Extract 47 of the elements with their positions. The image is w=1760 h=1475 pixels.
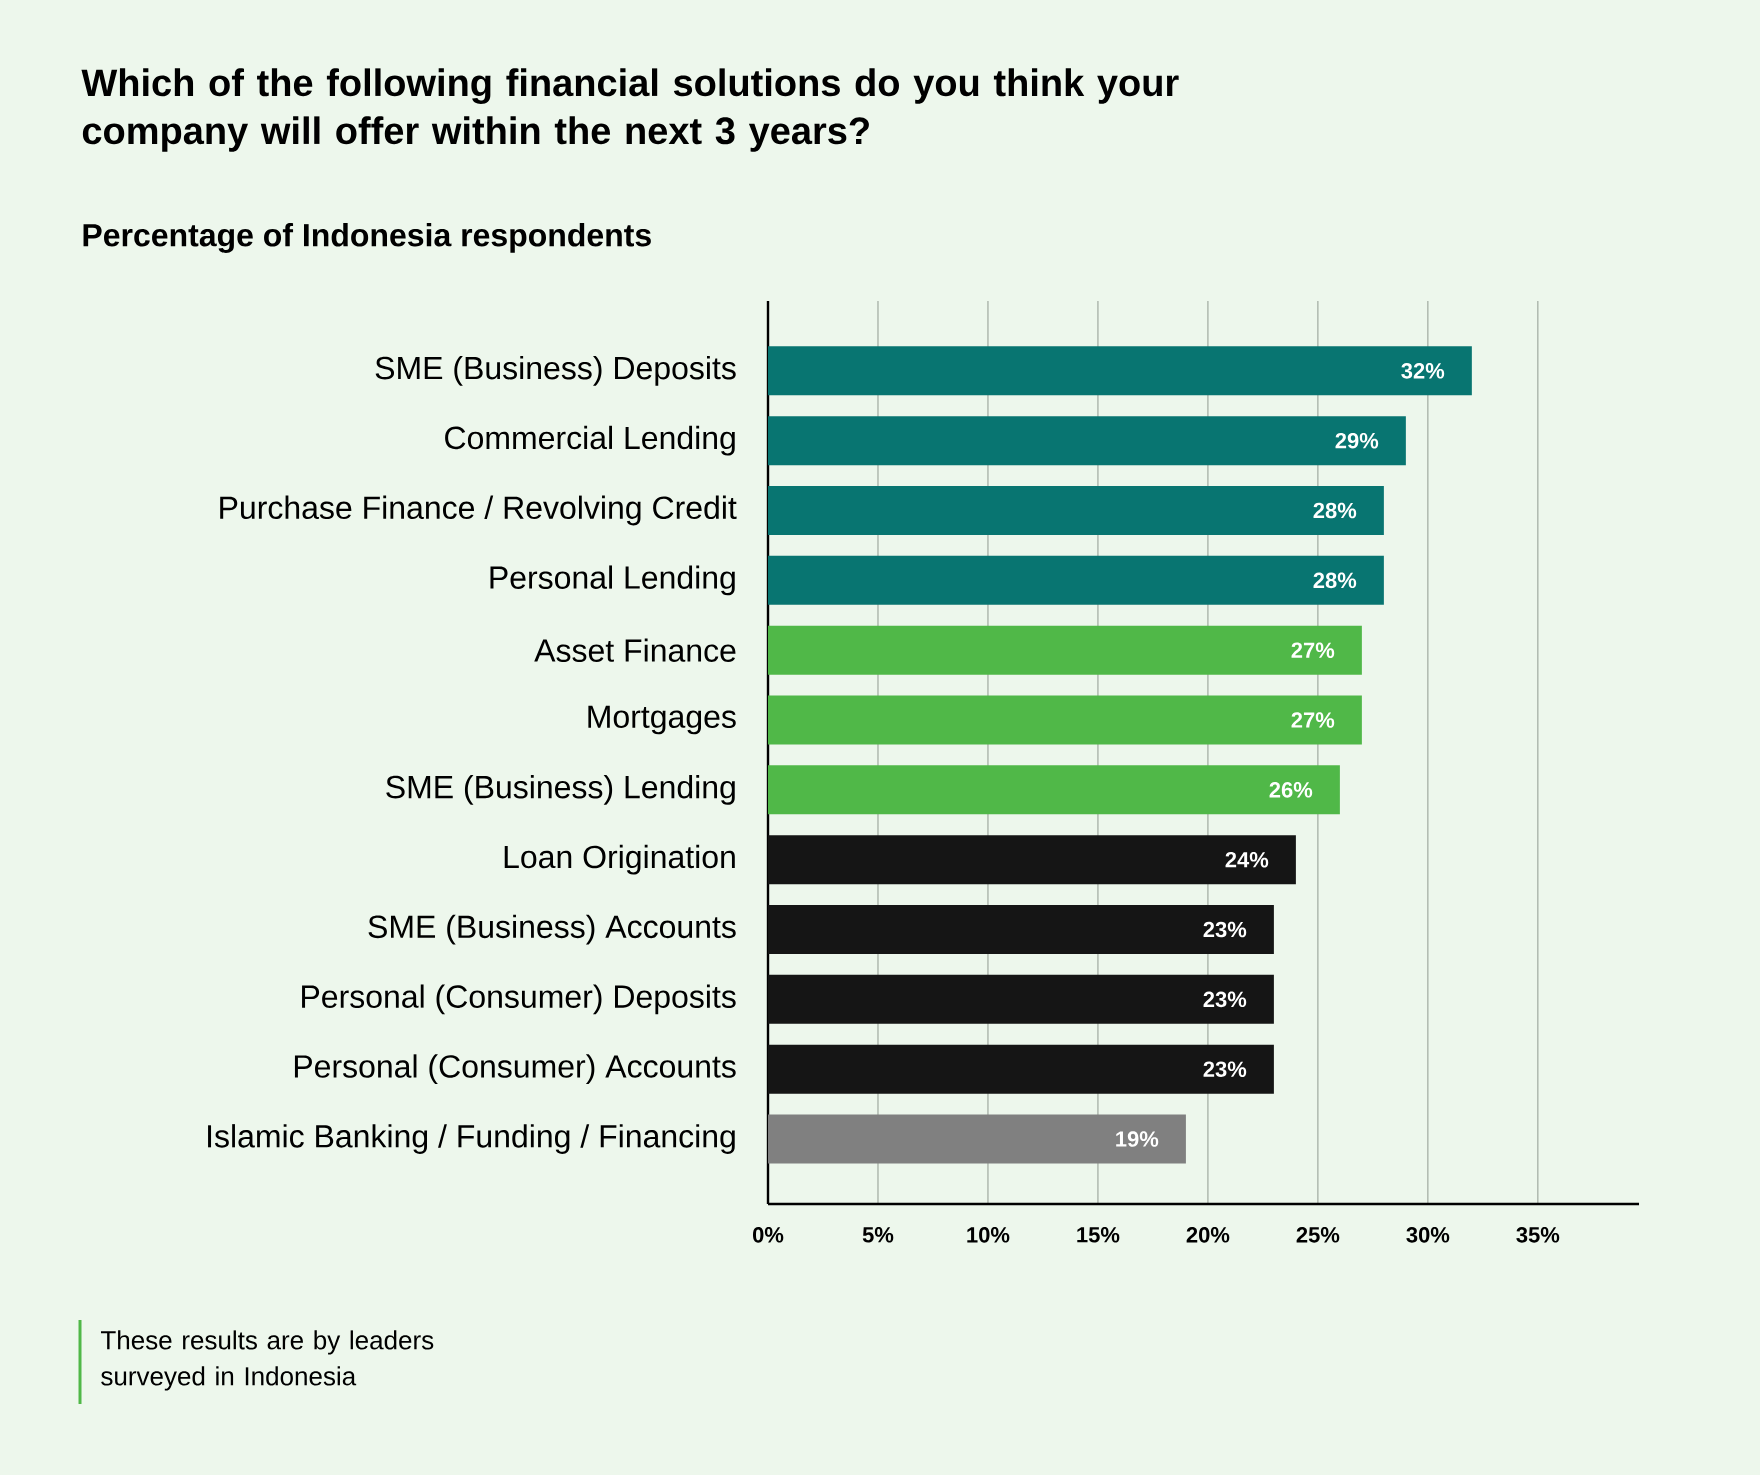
bar (768, 835, 1296, 885)
y-tick-label: Islamic Banking / Funding / Financing (208, 1124, 735, 1154)
bar (768, 486, 1384, 535)
x-tick-label: 15% (1077, 1227, 1120, 1243)
bar (768, 1114, 1186, 1164)
data-label: 23% (1203, 921, 1247, 938)
bar (768, 695, 1362, 745)
y-tick-label: SME (Business) Lending (386, 774, 735, 805)
y-tick-label: Asset Finance (534, 638, 736, 662)
text: These results are by leaders surveyed in Indonesia (101, 1330, 434, 1391)
x-tick-label: 35% (1516, 1227, 1560, 1243)
y-tick-label: SME (Business) Deposits (375, 355, 736, 386)
bar (768, 346, 1472, 396)
bar (768, 1044, 1274, 1094)
y-tick-label: Personal (Consumer) Deposits (302, 984, 736, 1015)
bar (768, 765, 1340, 815)
y-tick-label: Personal (Consumer) Accounts (294, 1054, 736, 1085)
data-label: 24% (1225, 851, 1269, 868)
y-tick-label: Mortgages (588, 705, 736, 735)
y-tick-label: Loan Origination (504, 844, 735, 875)
data-label: 19% (1116, 1131, 1159, 1147)
bar (768, 625, 1362, 675)
y-tick-label: SME (Business) Accounts (368, 914, 736, 945)
x-tick-label: 30% (1406, 1227, 1450, 1243)
data-label: 29% (1335, 432, 1379, 449)
bar (768, 905, 1274, 955)
y-tick-label: Personal Lending (490, 565, 735, 596)
text: Percentage of Indonesia respondents (83, 223, 651, 253)
bar (768, 416, 1406, 466)
y-tick-label: Purchase Finance / Revolving Credit (220, 495, 737, 526)
chart-title: Which of the following financial solutions do you think your company will offer within the next 3 years? (81, 68, 1179, 152)
bar (768, 555, 1384, 605)
data-label: 23% (1203, 991, 1247, 1008)
data-label: 28% (1313, 572, 1357, 589)
data-label: 28% (1313, 502, 1357, 519)
x-tick-label: 5% (862, 1227, 894, 1243)
x-tick-label: 0% (752, 1227, 784, 1243)
x-tick-label: 25% (1296, 1227, 1340, 1243)
data-label: 23% (1203, 1061, 1247, 1078)
x-tick-label: 10% (967, 1227, 1010, 1243)
data-label: 27% (1291, 712, 1335, 728)
y-tick-label: Commercial Lending (445, 425, 735, 456)
data-label: 26% (1269, 782, 1313, 798)
data-label: 32% (1401, 363, 1445, 379)
x-tick-label: 20% (1186, 1227, 1230, 1243)
bar (768, 974, 1274, 1024)
data-label: 27% (1291, 642, 1335, 658)
